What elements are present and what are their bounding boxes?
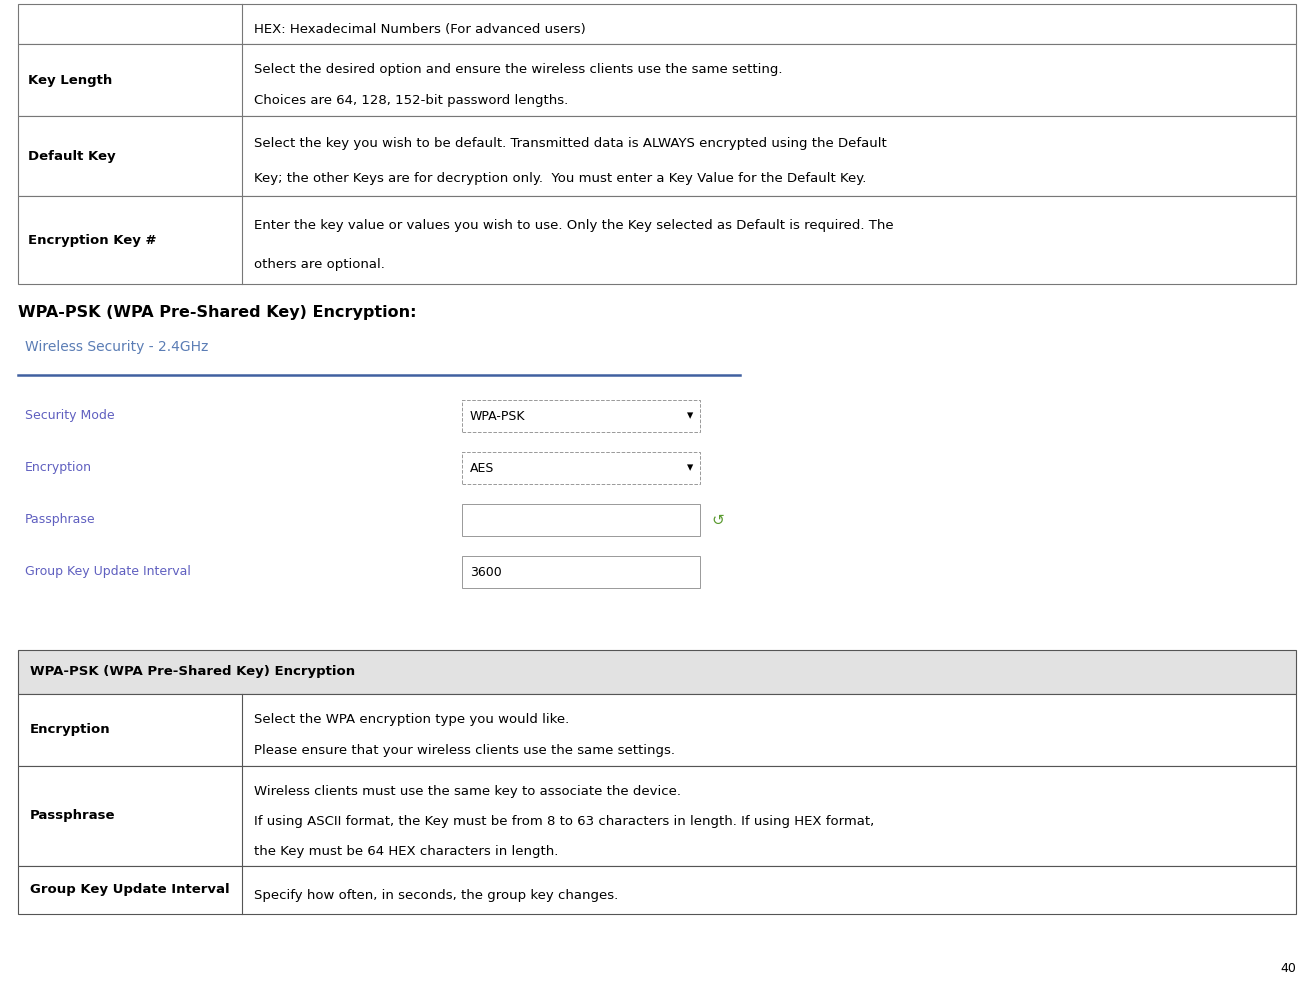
Text: Key; the other Keys are for decryption only.  You must enter a Key Value for the: Key; the other Keys are for decryption o… bbox=[254, 172, 866, 185]
Text: Security Mode: Security Mode bbox=[25, 409, 114, 423]
Text: Please ensure that your wireless clients use the same settings.: Please ensure that your wireless clients… bbox=[254, 744, 674, 757]
Text: Group Key Update Interval: Group Key Update Interval bbox=[25, 565, 191, 579]
Text: Group Key Update Interval: Group Key Update Interval bbox=[30, 883, 230, 896]
Bar bbox=[18, 650, 1296, 694]
Text: Key Length: Key Length bbox=[28, 73, 112, 87]
Bar bbox=[18, 44, 1296, 116]
Text: HEX: Hexadecimal Numbers (For advanced users): HEX: Hexadecimal Numbers (For advanced u… bbox=[254, 23, 586, 36]
Text: ↺: ↺ bbox=[712, 513, 724, 528]
Bar bbox=[463, 400, 700, 432]
Text: Encryption: Encryption bbox=[25, 461, 92, 474]
Text: Choices are 64, 128, 152-bit password lengths.: Choices are 64, 128, 152-bit password le… bbox=[254, 94, 568, 107]
Text: Select the desired option and ensure the wireless clients use the same setting.: Select the desired option and ensure the… bbox=[254, 63, 782, 76]
Bar bbox=[18, 766, 1296, 866]
Text: the Key must be 64 HEX characters in length.: the Key must be 64 HEX characters in len… bbox=[254, 845, 558, 858]
Text: Encryption: Encryption bbox=[30, 723, 110, 736]
Text: ▾: ▾ bbox=[687, 409, 692, 423]
Bar bbox=[18, 694, 1296, 766]
Bar bbox=[463, 452, 700, 484]
Bar bbox=[463, 556, 700, 588]
Bar bbox=[18, 196, 1296, 284]
Text: If using ASCII format, the Key must be from 8 to 63 characters in length. If usi: If using ASCII format, the Key must be f… bbox=[254, 814, 874, 828]
Text: Encryption Key #: Encryption Key # bbox=[28, 233, 156, 246]
Text: Wireless Security - 2.4GHz: Wireless Security - 2.4GHz bbox=[25, 340, 209, 354]
Text: Passphrase: Passphrase bbox=[25, 514, 96, 527]
Text: Default Key: Default Key bbox=[28, 149, 116, 162]
Bar bbox=[463, 504, 700, 536]
Text: Select the WPA encryption type you would like.: Select the WPA encryption type you would… bbox=[254, 713, 569, 726]
Bar bbox=[18, 116, 1296, 196]
Text: Select the key you wish to be default. Transmitted data is ALWAYS encrypted usin: Select the key you wish to be default. T… bbox=[254, 137, 887, 150]
Text: WPA-PSK: WPA-PSK bbox=[470, 409, 526, 423]
Text: ▾: ▾ bbox=[687, 461, 692, 474]
Bar bbox=[18, 866, 1296, 914]
Text: Enter the key value or values you wish to use. Only the Key selected as Default : Enter the key value or values you wish t… bbox=[254, 219, 894, 232]
Text: Wireless clients must use the same key to associate the device.: Wireless clients must use the same key t… bbox=[254, 784, 681, 797]
Text: AES: AES bbox=[470, 461, 494, 474]
Text: Passphrase: Passphrase bbox=[30, 809, 116, 822]
Text: 40: 40 bbox=[1280, 962, 1296, 975]
Text: others are optional.: others are optional. bbox=[254, 258, 385, 271]
Bar bbox=[18, 4, 1296, 44]
Text: 3600: 3600 bbox=[470, 565, 502, 579]
Text: Specify how often, in seconds, the group key changes.: Specify how often, in seconds, the group… bbox=[254, 888, 618, 901]
Text: WPA-PSK (WPA Pre-Shared Key) Encryption: WPA-PSK (WPA Pre-Shared Key) Encryption bbox=[30, 666, 355, 679]
Text: WPA-PSK (WPA Pre-Shared Key) Encryption:: WPA-PSK (WPA Pre-Shared Key) Encryption: bbox=[18, 305, 417, 320]
